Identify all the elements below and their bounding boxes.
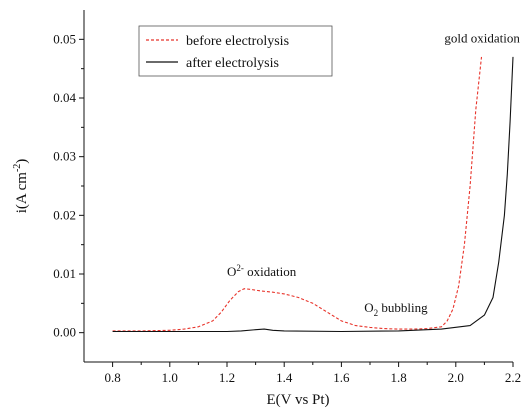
y-tick-label: 0.00 [53, 325, 76, 340]
y-tick-label: 0.04 [53, 90, 76, 105]
series-line-before-electrolysis [112, 56, 483, 332]
x-tick-label: 2.2 [505, 370, 521, 385]
annotation-o2-bubbling-rest: bubbling [378, 300, 428, 315]
annotation-o2-bubbling: O2 bubbling [364, 300, 428, 318]
annotation-o2-bubbling-main: O [364, 300, 373, 315]
y-axis-title-sup: -2 [12, 164, 23, 172]
y-tick-label: 0.02 [53, 207, 76, 222]
annotation-o2-oxidation-main: O [227, 264, 236, 279]
x-tick-label: 1.4 [276, 370, 293, 385]
annotation-o2-oxidation-rest: oxidation [244, 264, 297, 279]
legend: before electrolysis after electrolysis [138, 25, 333, 77]
y-axis-title-end: ) [14, 159, 30, 164]
tick-group: 0.8 1.0 1.2 1.4 1.6 1.8 2.0 2.2 0.00 0.01 0.02 0.03… [53, 31, 521, 385]
legend-label-after: after electrolysis [186, 56, 279, 71]
series-line-after-electrolysis [112, 56, 514, 333]
y-tick-label: 0.03 [53, 149, 76, 164]
annotation-o2-oxidation-sup: 2- [236, 263, 244, 273]
annotation-gold-oxidation: gold oxidation [444, 30, 520, 45]
annotation-o2-oxidation: O2- oxidation [227, 263, 297, 279]
x-axis-title: E(V vs Pt) [266, 392, 329, 408]
series-group [112, 56, 514, 333]
x-tick-label: 1.8 [390, 370, 406, 385]
legend-box [138, 25, 333, 77]
x-tick-label: 2.0 [448, 370, 464, 385]
annotation-o2-bubbling-sub: 2 [374, 308, 379, 318]
y-tick-label: 0.01 [53, 266, 76, 281]
x-tick-label: 1.2 [219, 370, 235, 385]
y-tick-label: 0.05 [53, 31, 76, 46]
x-tick-label: 1.6 [333, 370, 350, 385]
legend-label-before: before electrolysis [186, 34, 289, 49]
x-tick-label: 1.0 [162, 370, 178, 385]
y-axis-title: i(A cm-2) [12, 159, 30, 214]
y-axis-title-main: i(A cm [14, 172, 30, 214]
x-tick-label: 0.8 [104, 370, 120, 385]
